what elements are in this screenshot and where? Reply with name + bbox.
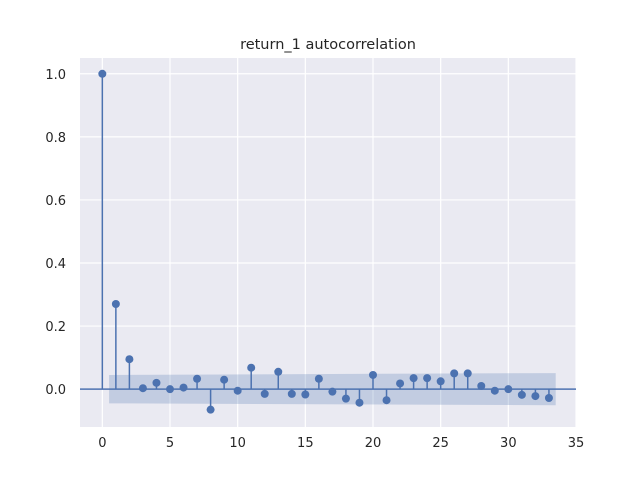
- stem-marker: [98, 69, 107, 78]
- y-tick-label: 0.8: [45, 131, 66, 146]
- x-tick-label: 15: [297, 436, 314, 451]
- stem-marker: [436, 377, 445, 386]
- x-tick-label: 10: [229, 436, 246, 451]
- stem-marker: [179, 383, 188, 392]
- stem-marker: [450, 369, 459, 378]
- stem-marker: [355, 398, 364, 407]
- x-tick-label: 30: [500, 436, 517, 451]
- stem-marker: [206, 405, 215, 414]
- stem-marker: [423, 374, 432, 383]
- x-tick-label: 20: [365, 436, 382, 451]
- x-tick-label: 0: [98, 436, 106, 451]
- y-tick-label: 0.2: [45, 320, 66, 335]
- stem-marker: [463, 369, 472, 378]
- stem-layer: [80, 69, 576, 414]
- stem-marker: [274, 367, 283, 376]
- stem-marker: [260, 389, 269, 398]
- stem-marker: [368, 370, 377, 379]
- stem-marker: [233, 386, 242, 395]
- tick-labels: 0 5 10 15 20 25 30 35 0.0 0.2 0.4 0.6 0.8 1.0: [45, 68, 584, 451]
- stem-marker: [517, 390, 526, 399]
- stem-marker: [490, 386, 499, 395]
- stem-marker: [111, 300, 120, 308]
- stem-marker: [396, 379, 405, 388]
- stem-marker: [477, 382, 486, 390]
- grid-lines: [80, 58, 577, 427]
- stem-marker: [152, 378, 161, 387]
- stem-marker: [247, 363, 256, 372]
- stem-marker: [220, 375, 229, 384]
- y-tick-label: 0.4: [45, 257, 66, 272]
- stem-marker: [382, 396, 391, 405]
- stem-marker: [138, 384, 147, 393]
- y-tick-label: 1.0: [45, 68, 66, 83]
- stem-marker: [544, 393, 553, 402]
- x-tick-label: 35: [568, 436, 585, 451]
- stem-marker: [531, 392, 540, 401]
- chart-title: return_1 autocorrelation: [240, 37, 416, 53]
- stem-marker: [125, 355, 134, 364]
- stem-marker: [341, 394, 350, 403]
- y-tick-label: 0.0: [45, 383, 66, 398]
- stem-marker: [301, 390, 310, 399]
- y-tick-label: 0.6: [45, 194, 66, 209]
- plot-area: [80, 58, 576, 427]
- stem-marker: [287, 389, 296, 398]
- stem-marker: [409, 374, 418, 383]
- stem-marker: [504, 385, 513, 394]
- x-tick-label: 25: [432, 436, 449, 451]
- stem-marker: [328, 387, 337, 396]
- stem-marker: [314, 374, 323, 383]
- x-tick-label: 5: [166, 436, 174, 451]
- stem-marker: [193, 374, 202, 383]
- stem-marker: [165, 385, 174, 394]
